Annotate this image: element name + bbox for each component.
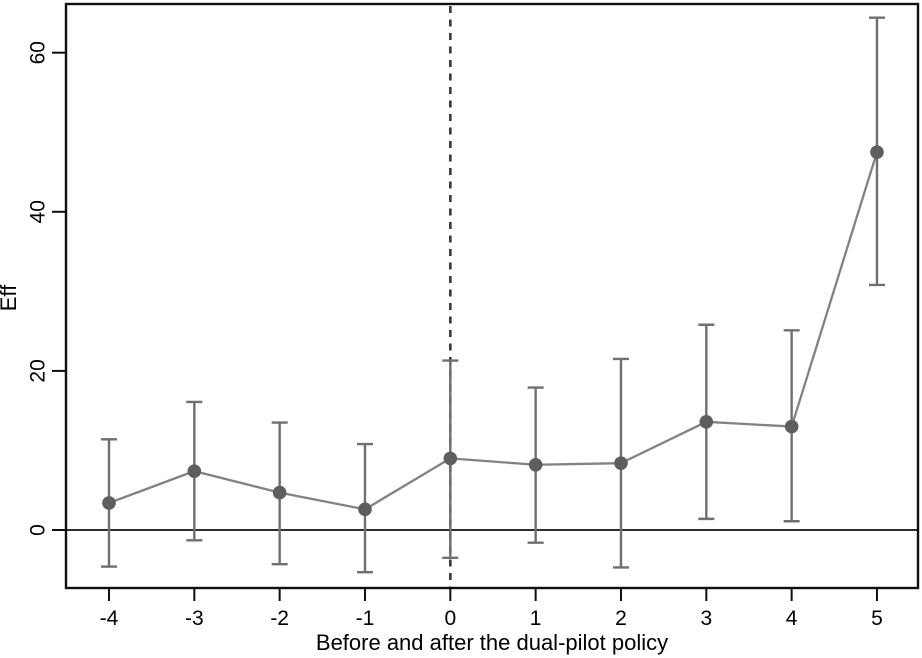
x-tick-label: 2 [615,607,627,630]
x-tick-label: -3 [185,607,204,630]
x-tick-label: 4 [786,607,798,630]
y-tick-label: 20 [27,359,50,382]
trend-line [108,151,879,511]
plot-border [64,2,920,590]
x-tick-label: 1 [530,607,542,630]
x-tick-label: -4 [100,607,119,630]
data-point [614,456,628,470]
data-point [187,464,202,478]
data-point [870,145,884,159]
data-point [699,415,714,429]
x-tick-label: 5 [871,607,883,630]
data-point [102,496,116,510]
x-tick-label: -2 [270,607,289,630]
data-point [358,502,372,517]
y-tick-label: 0 [27,524,50,536]
y-tick-label: 60 [27,41,50,64]
data-point [784,419,799,434]
x-tick-label: -1 [356,607,375,630]
x-axis-title: Before and after the dual-pilot policy [316,630,668,655]
y-tick-label: 40 [27,200,50,223]
data-point [443,451,458,466]
y-axis-title: Eff [0,284,21,311]
data-point [528,457,543,472]
x-tick-label: 3 [700,607,712,630]
data-point [272,485,287,500]
x-tick-label: 0 [444,607,456,630]
